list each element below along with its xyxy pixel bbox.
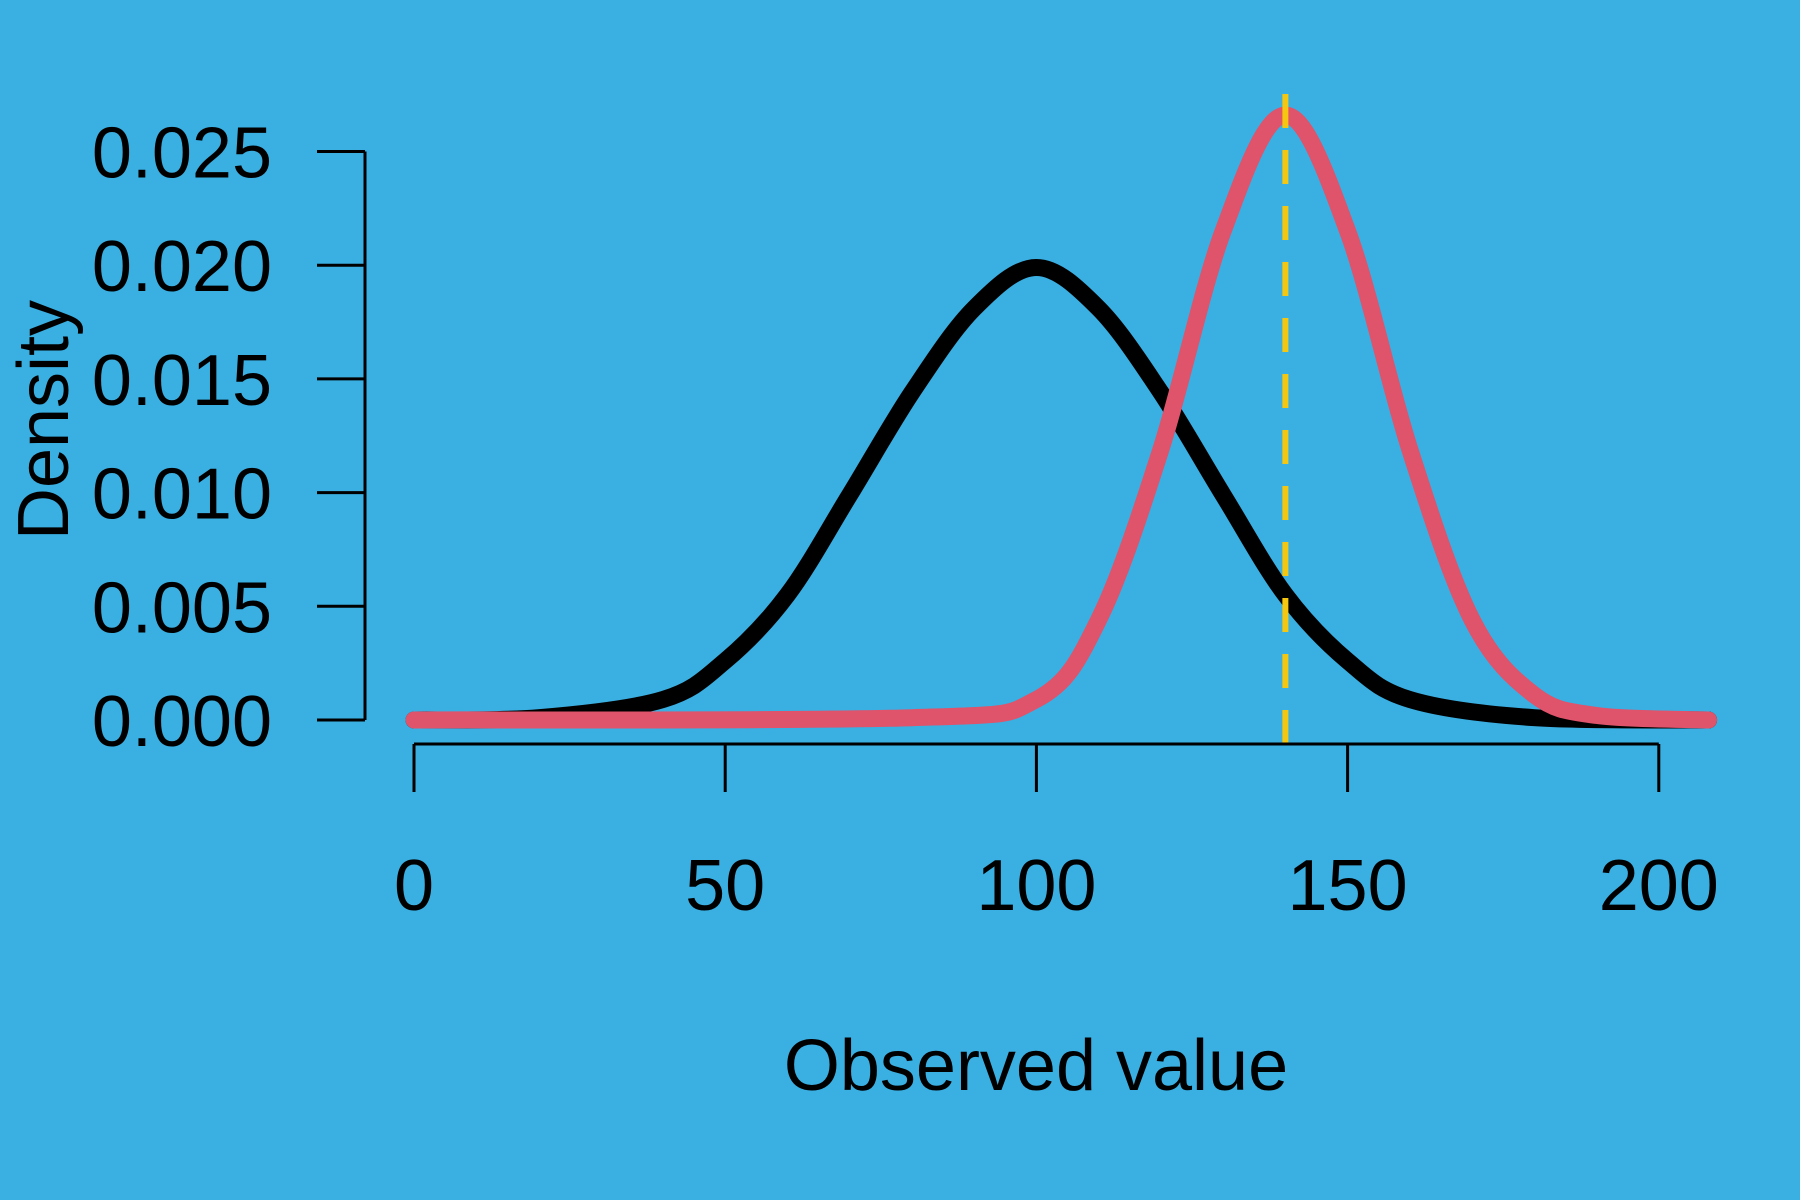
- x-tick-label: 200: [1599, 846, 1719, 926]
- axes: 0.000 0.005 0.010 0.015 0.020 0.025 0 50 100 150 2…: [92, 114, 1719, 927]
- x-tick-label: 100: [976, 846, 1096, 926]
- x-tick-label: 0: [394, 846, 434, 926]
- y-tick-label: 0.025: [92, 114, 272, 194]
- x-tick-label: 50: [685, 846, 765, 926]
- density-curve-red: [405, 106, 1718, 729]
- x-axis-title: Observed value: [784, 1026, 1288, 1106]
- y-axis-title: Density: [4, 300, 84, 540]
- plot-area: [405, 94, 1718, 744]
- x-tick-label: 150: [1288, 846, 1408, 926]
- y-tick-label: 0.020: [92, 227, 272, 307]
- y-tick-label: 0.005: [92, 568, 272, 648]
- y-tick-label: 0.010: [92, 455, 272, 535]
- density-curve-black: [405, 259, 1718, 729]
- y-tick-label: 0.000: [92, 682, 272, 762]
- y-tick-label: 0.015: [92, 341, 272, 421]
